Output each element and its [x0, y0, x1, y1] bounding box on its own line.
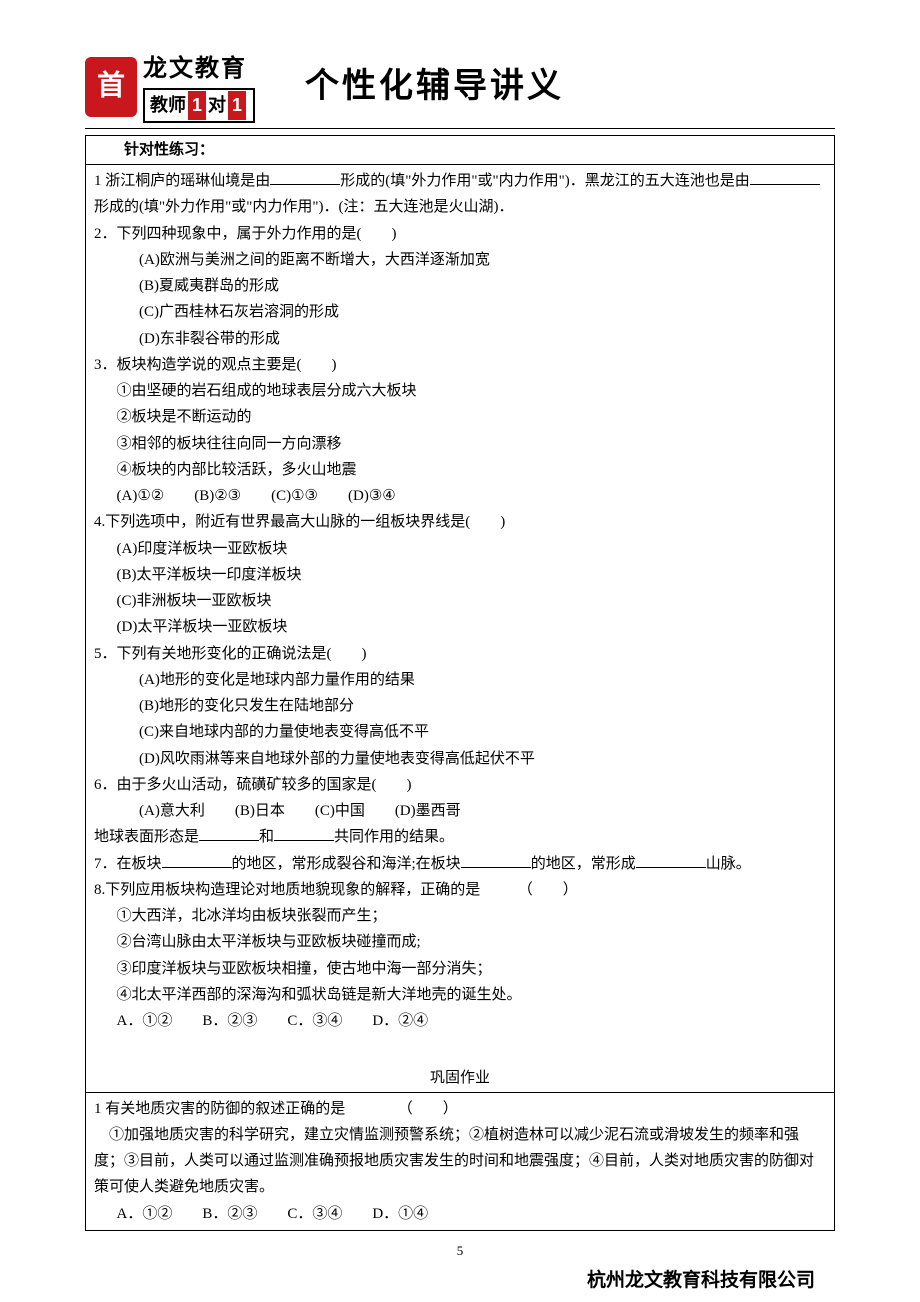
hw-q1-opts: A．①② B．②③ C．③④ D．①④	[94, 1201, 826, 1227]
logo-icon	[85, 57, 137, 117]
q3-2: ②板块是不断运动的	[94, 404, 826, 430]
logo-block: 龙文教育 教师1对1	[85, 50, 255, 123]
homework-content: 1 有关地质灾害的防御的叙述正确的是 （ ） ①加强地质灾害的科学研究，建立灾情…	[86, 1093, 834, 1230]
page-number: 5	[85, 1241, 835, 1262]
q4-d: (D)太平洋板块一亚欧板块	[94, 614, 826, 640]
q8-2: ②台湾山脉由太平洋板块与亚欧板块碰撞而成;	[94, 929, 826, 955]
q5-b: (B)地形的变化只发生在陆地部分	[94, 693, 826, 719]
q2-opt-b: (B)夏威夷群岛的形成	[94, 273, 826, 299]
q7-c: 的地区，常形成	[531, 856, 636, 872]
q5: 5．下列有关地形变化的正确说法是( )	[94, 641, 826, 667]
blank	[270, 170, 340, 185]
logo-mid: 对	[208, 95, 226, 115]
q7-a: 7．在板块	[94, 856, 162, 872]
main-title: 个性化辅导讲义	[305, 59, 564, 113]
blank	[750, 170, 820, 185]
blank	[199, 826, 259, 841]
q3-3: ③相邻的板块往往向同一方向漂移	[94, 431, 826, 457]
q5-c: (C)来自地球内部的力量使地表变得高低不平	[94, 719, 826, 745]
q2-opt-d: (D)东非裂谷带的形成	[94, 326, 826, 352]
q1-line: 1 浙江桐庐的瑶琳仙境是由 形成的(填"外力作用"或"内力作用")．黑龙江的五大连…	[94, 168, 826, 221]
header-divider	[85, 128, 835, 129]
blank	[461, 853, 531, 868]
q5-d: (D)风吹雨淋等来自地球外部的力量使地表变得高低起伏不平	[94, 746, 826, 772]
q8-opts: A．①② B．②③ C．③④ D．②④	[94, 1008, 826, 1034]
q8-3: ③印度洋板块与亚欧板块相撞，使古地中海一部分消失；	[94, 956, 826, 982]
homework-header: 巩固作业	[86, 1064, 834, 1093]
q3: 3．板块构造学说的观点主要是( )	[94, 352, 826, 378]
page-header: 龙文教育 教师1对1 个性化辅导讲义	[85, 50, 835, 123]
practice-header: 针对性练习：	[86, 136, 834, 165]
q1-b: 形成的(填"外力作用"或"内力作用")．黑龙江的五大连池也是由	[340, 173, 750, 189]
blank	[636, 853, 706, 868]
q5-a: (A)地形的变化是地球内部力量作用的结果	[94, 667, 826, 693]
q8-4: ④北太平洋西部的深海沟和弧状岛链是新大洋地壳的诞生处。	[94, 982, 826, 1008]
q1-a: 1 浙江桐庐的瑶琳仙境是由	[94, 173, 270, 189]
logo-brand-top: 龙文教育	[143, 50, 255, 88]
q3-4: ④板块的内部比较活跃，多火山地震	[94, 457, 826, 483]
q7-d: 山脉。	[706, 856, 751, 872]
logo-brand-bottom: 教师1对1	[143, 88, 255, 123]
logo-num2: 1	[228, 91, 246, 120]
hw-q1-body: ①加强地质灾害的科学研究，建立灾情监测预警系统；②植树造林可以减少泥石流或滑坡发…	[94, 1122, 826, 1201]
q1-c: 形成的(填"外力作用"或"内力作用")．(注：五大连池是火山湖)．	[94, 199, 513, 215]
practice-box: 针对性练习： 1 浙江桐庐的瑶琳仙境是由形成的(填"外力作用"或"内力作用")．…	[85, 135, 835, 1231]
spacer	[94, 1034, 826, 1060]
q2-opt-c: (C)广西桂林石灰岩溶洞的形成	[94, 299, 826, 325]
q6e-c: 共同作用的结果。	[334, 829, 454, 845]
q6: 6．由于多火山活动，硫磺矿较多的国家是( )	[94, 772, 826, 798]
q2: 2．下列四种现象中，属于外力作用的是( )	[94, 221, 826, 247]
logo-prefix: 教师	[150, 95, 186, 115]
q7-b: 的地区，常形成裂谷和海洋;在板块	[232, 856, 461, 872]
q6e-a: 地球表面形态是	[94, 829, 199, 845]
practice-content: 1 浙江桐庐的瑶琳仙境是由 形成的(填"外力作用"或"内力作用")．黑龙江的五大连…	[86, 165, 834, 1064]
logo-text: 龙文教育 教师1对1	[143, 50, 255, 123]
q2-opt-a: (A)欧洲与美洲之间的距离不断增大，大西洋逐渐加宽	[94, 247, 826, 273]
q3-1: ①由坚硬的岩石组成的地球表层分成六大板块	[94, 378, 826, 404]
q7: 7．在板块 的地区，常形成裂谷和海洋;在板块 的地区，常形成 山脉。	[94, 851, 826, 877]
q4: 4.下列选项中，附近有世界最高大山脉的一组板块界线是( )	[94, 509, 826, 535]
q4-c: (C)非洲板块一亚欧板块	[94, 588, 826, 614]
logo-num1: 1	[188, 91, 206, 120]
q4-a: (A)印度洋板块一亚欧板块	[94, 536, 826, 562]
blank	[162, 853, 232, 868]
q8: 8.下列应用板块构造理论对地质地貌现象的解释，正确的是 （ ）	[94, 877, 826, 903]
q6-extra: 地球表面形态是 和 共同作用的结果。	[94, 824, 826, 850]
footer-company: 杭州龙文教育科技有限公司	[85, 1266, 835, 1296]
q3-opts: (A)①② (B)②③ (C)①③ (D)③④	[94, 483, 826, 509]
q6e-b: 和	[259, 829, 274, 845]
q4-b: (B)太平洋板块一印度洋板块	[94, 562, 826, 588]
q6-opts: (A)意大利 (B)日本 (C)中国 (D)墨西哥	[94, 798, 826, 824]
q8-1: ①大西洋，北冰洋均由板块张裂而产生；	[94, 903, 826, 929]
hw-q1: 1 有关地质灾害的防御的叙述正确的是 （ ）	[94, 1096, 826, 1122]
blank	[274, 826, 334, 841]
